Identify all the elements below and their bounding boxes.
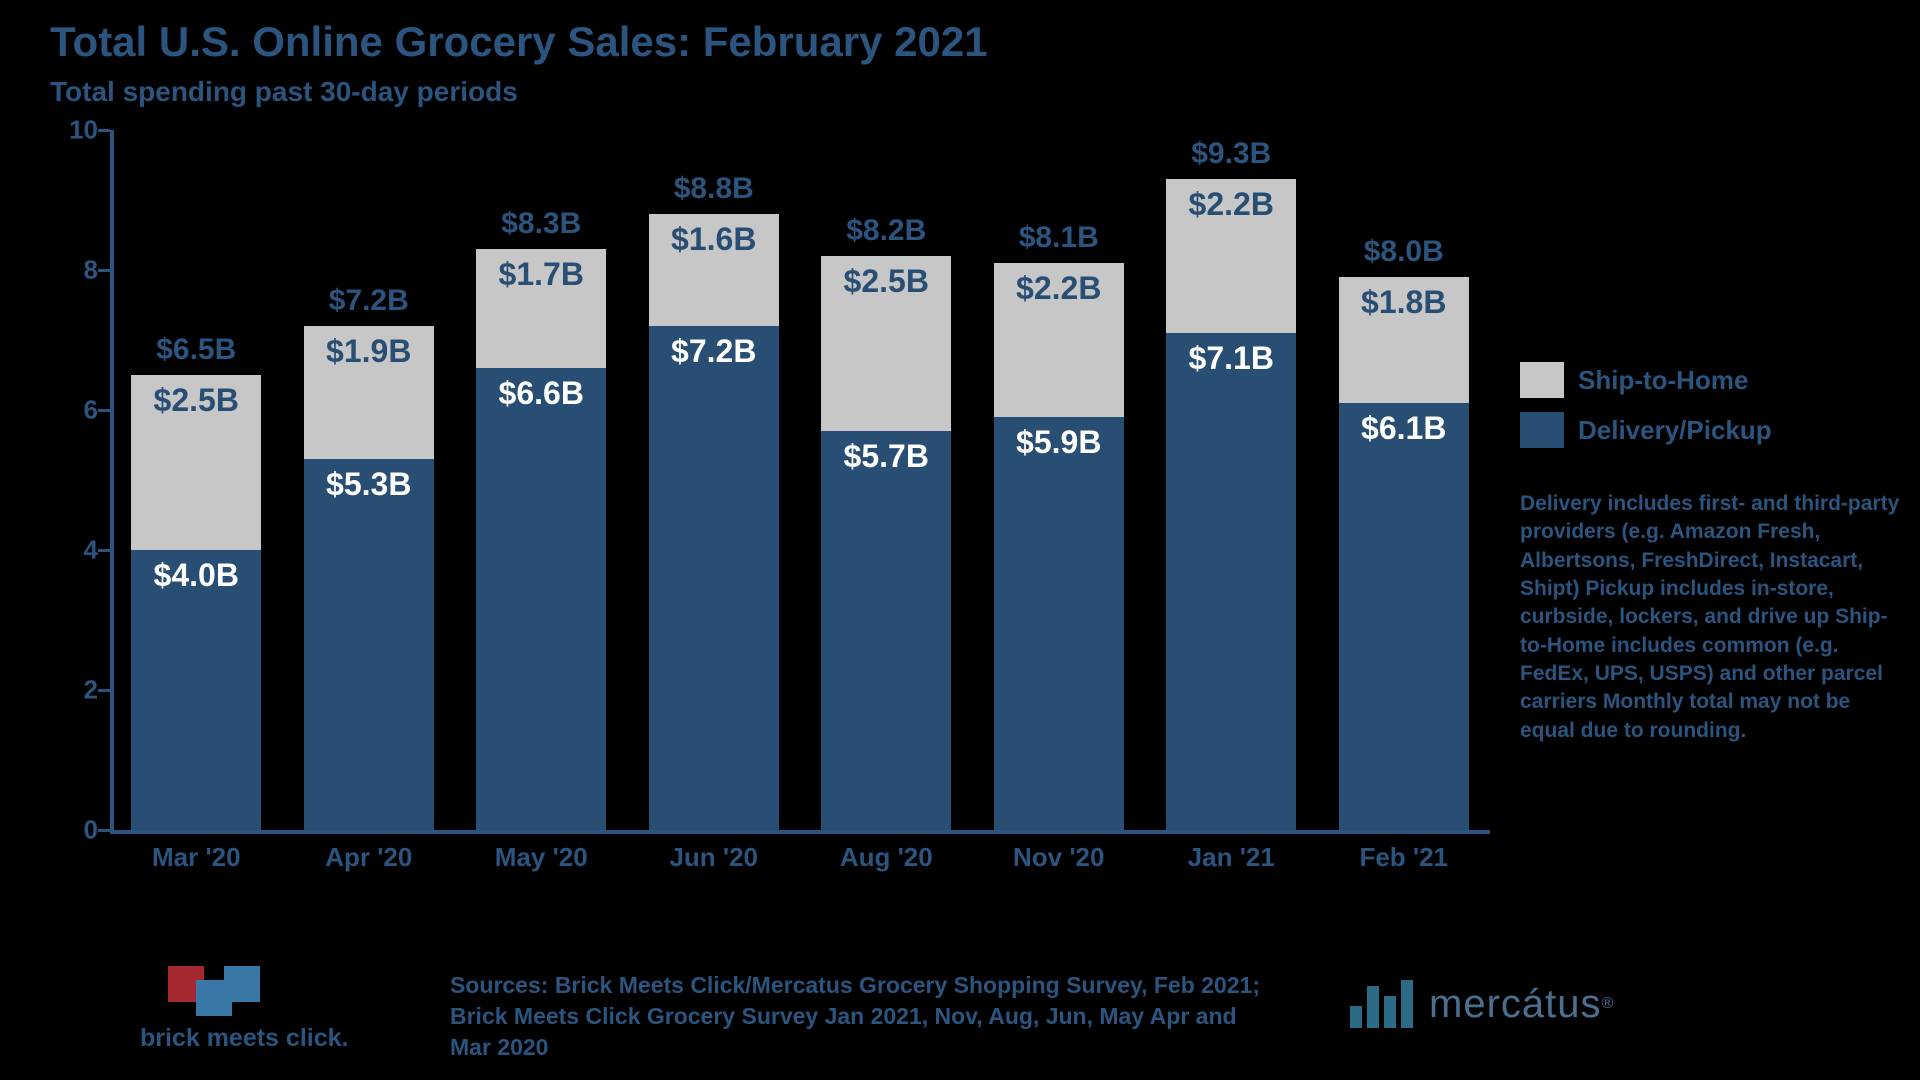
bar-label-delivery-pickup: $7.1B bbox=[1166, 340, 1296, 377]
y-axis-label: 4 bbox=[84, 535, 98, 566]
legend-swatch-icon bbox=[1520, 412, 1564, 448]
bar-segment-delivery-pickup bbox=[649, 326, 779, 830]
bar-label-delivery-pickup: $6.6B bbox=[476, 375, 606, 412]
bar-total-label: $8.0B bbox=[1339, 235, 1469, 269]
bar-label-delivery-pickup: $5.3B bbox=[304, 466, 434, 503]
y-axis-label: 0 bbox=[84, 815, 98, 846]
x-axis-label: Mar '20 bbox=[152, 842, 241, 873]
legend-item: Delivery/Pickup bbox=[1520, 412, 1772, 448]
x-axis-label: Aug '20 bbox=[840, 842, 933, 873]
y-axis-label: 8 bbox=[84, 255, 98, 286]
bar-label-delivery-pickup: $7.2B bbox=[649, 333, 779, 370]
mercatus-logo-text: mercátus bbox=[1429, 982, 1602, 1027]
bar-total-label: $8.8B bbox=[649, 172, 779, 206]
y-axis-label: 2 bbox=[84, 675, 98, 706]
bar-label-ship-to-home: $1.7B bbox=[476, 256, 606, 293]
bar-label-ship-to-home: $2.5B bbox=[131, 382, 261, 419]
bar-segment-delivery-pickup bbox=[994, 417, 1124, 830]
mercatus-logo: mercátus ® bbox=[1350, 980, 1613, 1028]
x-axis-line bbox=[110, 830, 1490, 834]
legend-label: Ship-to-Home bbox=[1578, 365, 1748, 396]
bar-segment-delivery-pickup bbox=[821, 431, 951, 830]
brick-meets-click-logo: brick meets click. bbox=[140, 960, 348, 1053]
plot-area: $4.0B $2.5B $6.5B $5.3B $1.9B $7.2B $6.6B $1.7B… bbox=[110, 130, 1490, 830]
sources-text: Sources: Brick Meets Click/Mercatus Groc… bbox=[450, 970, 1270, 1063]
bar-label-delivery-pickup: $5.9B bbox=[994, 424, 1124, 461]
legend-label: Delivery/Pickup bbox=[1578, 415, 1772, 446]
y-axis-label: 10 bbox=[69, 115, 98, 146]
bar-group: $6.1B$1.8B$8.0B bbox=[1339, 270, 1469, 830]
legend-swatch-icon bbox=[1520, 362, 1564, 398]
x-axis-label: Feb '21 bbox=[1359, 842, 1448, 873]
x-axis-label: Apr '20 bbox=[325, 842, 412, 873]
x-axis-label: Jun '20 bbox=[669, 842, 758, 873]
bar-group: $7.1B$2.2B$9.3B bbox=[1166, 179, 1296, 830]
bar-label-delivery-pickup: $5.7B bbox=[821, 438, 951, 475]
bar-label-ship-to-home: $1.6B bbox=[649, 221, 779, 258]
y-axis-tick bbox=[98, 409, 110, 412]
bar-label-delivery-pickup: $4.0B bbox=[131, 557, 261, 594]
bar-label-ship-to-home: $1.9B bbox=[304, 333, 434, 370]
x-axis-label: May '20 bbox=[495, 842, 588, 873]
chart-title: Total U.S. Online Grocery Sales: Februar… bbox=[50, 18, 988, 66]
y-axis-tick bbox=[98, 129, 110, 132]
bar-group: $5.9B$2.2B$8.1B bbox=[994, 263, 1124, 830]
bar-segment-delivery-pickup bbox=[1166, 333, 1296, 830]
bar-group: $6.6B$1.7B$8.3B bbox=[476, 249, 606, 830]
bar-total-label: $7.2B bbox=[304, 284, 434, 318]
x-axis-label: Nov '20 bbox=[1013, 842, 1104, 873]
chart-subtitle: Total spending past 30-day periods bbox=[50, 76, 518, 108]
bar-total-label: $8.2B bbox=[821, 214, 951, 248]
bar-label-ship-to-home: $2.5B bbox=[821, 263, 951, 300]
bmc-logo-text: brick meets click. bbox=[140, 1024, 348, 1053]
bar-label-ship-to-home: $2.2B bbox=[1166, 186, 1296, 223]
bar-segment-delivery-pickup bbox=[476, 368, 606, 830]
chart-area: $4.0B $2.5B $6.5B $5.3B $1.9B $7.2B $6.6B $1.7B… bbox=[50, 130, 1490, 870]
x-axis-label: Jan '21 bbox=[1188, 842, 1275, 873]
bar-group: $7.2B$1.6B$8.8B bbox=[649, 214, 779, 830]
bar-label-delivery-pickup: $6.1B bbox=[1339, 410, 1469, 447]
bar-total-label: $9.3B bbox=[1166, 137, 1296, 171]
bar-label-ship-to-home: $2.2B bbox=[994, 270, 1124, 307]
y-axis-tick bbox=[98, 689, 110, 692]
legend: Ship-to-Home Delivery/Pickup bbox=[1520, 362, 1772, 462]
bar-total-label: $8.3B bbox=[476, 207, 606, 241]
legend-item: Ship-to-Home bbox=[1520, 362, 1772, 398]
bar-segment-delivery-pickup bbox=[304, 459, 434, 830]
bar-label-ship-to-home: $1.8B bbox=[1339, 284, 1469, 321]
bar-group: $4.0B$2.5B$6.5B bbox=[131, 375, 261, 830]
footnote-text: Delivery includes first- and third-party… bbox=[1520, 490, 1900, 745]
bar-group: $5.3B$1.9B$7.2B bbox=[304, 326, 434, 830]
y-axis-label: 6 bbox=[84, 395, 98, 426]
bar-total-label: $6.5B bbox=[131, 333, 261, 367]
bar-group: $5.7B$2.5B$8.2B bbox=[821, 256, 951, 830]
bar-segment-delivery-pickup bbox=[1339, 403, 1469, 830]
y-axis-tick bbox=[98, 269, 110, 272]
bar-total-label: $8.1B bbox=[994, 221, 1124, 255]
y-axis-tick bbox=[98, 829, 110, 832]
y-axis-tick bbox=[98, 549, 110, 552]
registered-mark-icon: ® bbox=[1602, 995, 1614, 1013]
